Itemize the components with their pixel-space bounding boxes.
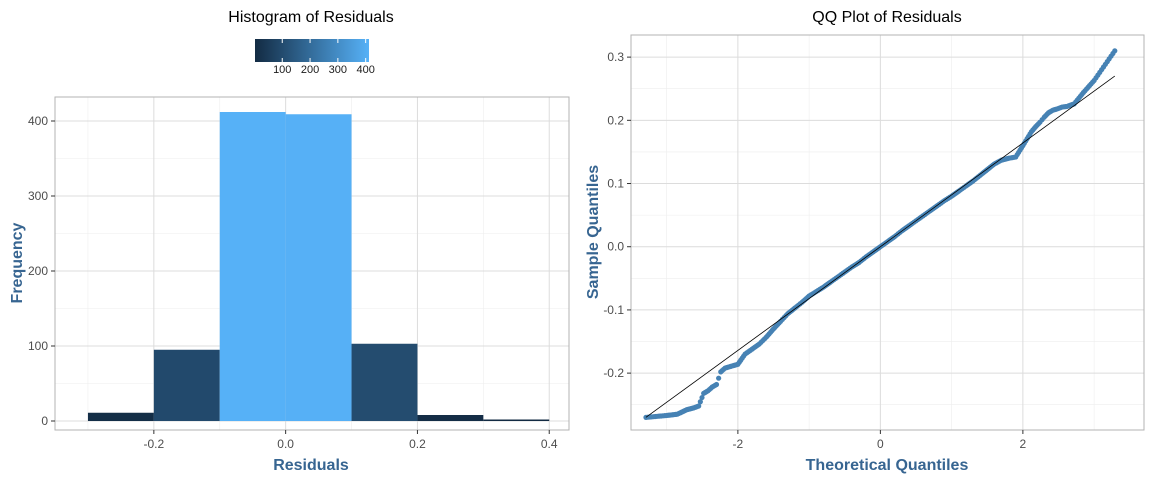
qq-x-ticks: -2 0 2	[733, 430, 1027, 451]
qq-y-tick-label: -0.2	[603, 366, 624, 380]
qq-point	[1112, 48, 1118, 54]
qq-grid-minor	[631, 35, 1144, 430]
legend-tick-label: 300	[329, 64, 347, 76]
histogram-x-ticks: -0.2 0.0 0.2 0.4	[144, 430, 558, 451]
histogram-bar	[351, 343, 418, 421]
histogram-x-tick-label: 0.2	[409, 437, 426, 451]
qq-reference-line	[645, 75, 1116, 418]
histogram-bars	[87, 112, 550, 421]
histogram-bar	[87, 412, 154, 421]
qq-point	[713, 381, 720, 388]
histogram-legend-ticks: 100 200 300 400	[273, 39, 375, 76]
qq-y-axis-label: Sample Quantiles	[585, 165, 602, 299]
qq-point	[696, 403, 702, 409]
qq-y-tick-label: -0.1	[603, 303, 624, 317]
histogram-y-tick-label: 300	[28, 189, 48, 203]
histogram-bar	[285, 114, 352, 421]
qq-x-axis-label: Theoretical Quantiles	[806, 457, 969, 474]
histogram-y-axis-label: Frequency	[9, 222, 26, 303]
qq-point	[697, 399, 703, 405]
legend-tick-label: 400	[356, 64, 374, 76]
qq-x-tick-label: -2	[733, 437, 744, 451]
qq-y-tick-label: 0.2	[607, 113, 624, 127]
qq-panel-border	[630, 34, 1145, 431]
histogram-y-tick-label: 200	[28, 264, 48, 278]
histogram-y-tick-label: 100	[28, 339, 48, 353]
qq-y-tick-label: 0.1	[607, 177, 624, 191]
histogram-legend-colorbar	[255, 39, 369, 62]
qq-point	[716, 375, 722, 381]
histogram-x-tick-label: 0.0	[277, 437, 294, 451]
legend-tick-label: 200	[301, 64, 319, 76]
qq-x-tick-label: 0	[877, 437, 884, 451]
histogram-bar	[153, 349, 220, 421]
qq-panel: QQ Plot of Residuals -2 0 2 -0.2 -0.1 0.0 0.1…	[585, 9, 1145, 474]
qq-point	[699, 394, 705, 401]
qq-y-tick-label: 0.0	[607, 240, 624, 254]
histogram-y-tick-label: 0	[41, 414, 48, 428]
histogram-x-tick-label: 0.4	[541, 437, 558, 451]
histogram-y-ticks: 0 100 200 300 400	[28, 114, 55, 428]
histogram-y-tick-label: 400	[28, 114, 48, 128]
histogram-x-axis-label: Residuals	[273, 457, 349, 474]
legend-tick-label: 100	[273, 64, 291, 76]
qq-y-ticks: -0.2 -0.1 0.0 0.1 0.2 0.3	[603, 50, 631, 380]
qq-x-tick-label: 2	[1020, 437, 1027, 451]
histogram-bar	[417, 415, 484, 421]
histogram-x-tick-label: -0.2	[144, 437, 165, 451]
histogram-bar	[483, 419, 550, 421]
qq-plot-area	[630, 34, 1145, 431]
qq-y-tick-label: 0.3	[607, 50, 624, 64]
histogram-panel-border	[54, 96, 570, 431]
histogram-title: Histogram of Residuals	[228, 9, 393, 26]
histogram-legend: 100 200 300 400	[255, 39, 375, 76]
qq-title: QQ Plot of Residuals	[812, 9, 961, 26]
histogram-panel: Histogram of Residuals 100 200 300 400 -0.2…	[9, 9, 570, 474]
histogram-bar	[219, 112, 286, 421]
